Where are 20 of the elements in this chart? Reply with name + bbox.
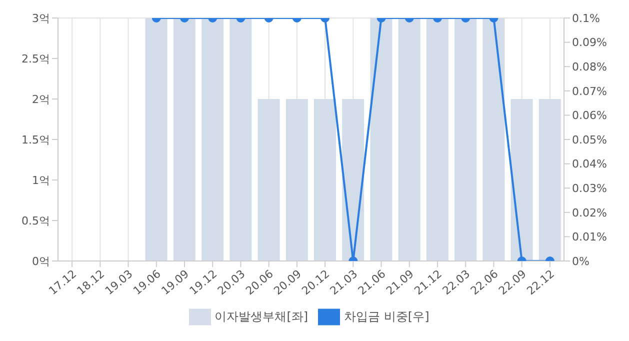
legend-label: 이자발생부채[좌] <box>214 309 308 324</box>
y-tick-label: 1억 <box>32 174 50 187</box>
y-tick-label: 3억 <box>32 12 50 25</box>
y2-tick-label: 0.1% <box>572 12 600 25</box>
y-tick-label: 2.5억 <box>22 52 50 66</box>
y-tick-label: 0억 <box>32 254 50 268</box>
y-tick-label: 1.5억 <box>22 133 50 146</box>
y2-tick-label: 0.07% <box>572 84 607 98</box>
y2-tick-label: 0.04% <box>572 158 607 171</box>
y2-tick-label: 0.06% <box>572 109 607 122</box>
y2-tick-label: 0.01% <box>572 230 607 244</box>
y2-tick-label: 0.02% <box>572 206 607 220</box>
y2-tick-label: 0.05% <box>572 133 607 146</box>
y-tick-label: 2억 <box>32 92 50 106</box>
y-tick-label: 0.5억 <box>22 214 50 228</box>
y2-tick-label: 0% <box>572 254 590 268</box>
y2-tick-label: 0.08% <box>572 60 607 74</box>
y2-tick-label: 0.03% <box>572 182 607 196</box>
legend-label: 차입금 비중[우] <box>344 309 430 324</box>
y2-tick-label: 0.09% <box>572 36 607 50</box>
